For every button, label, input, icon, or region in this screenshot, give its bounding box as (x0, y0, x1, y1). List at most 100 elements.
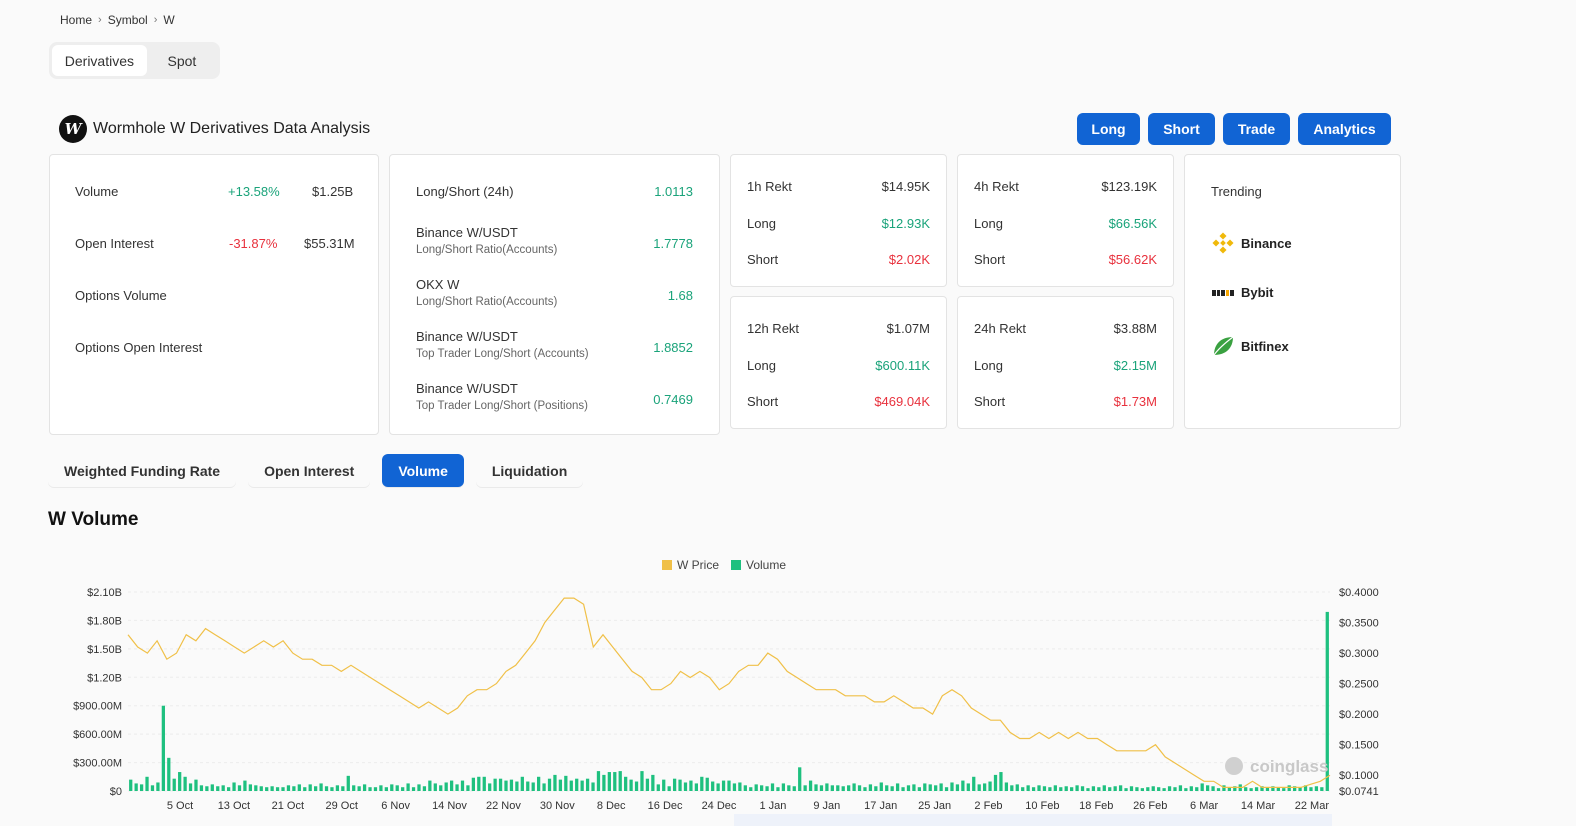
legend-price-label: W Price (677, 558, 719, 572)
volume-bar (493, 778, 497, 791)
rekt-24h-total: $3.88M (1113, 321, 1157, 336)
tab-open-interest[interactable]: Open Interest (248, 454, 370, 487)
volume-bar (580, 780, 584, 791)
volume-bar (1091, 786, 1096, 791)
x-tick-label: 25 Jan (918, 800, 951, 812)
volume-bar (1129, 786, 1134, 791)
rekt-1h-short: $2.02K (888, 252, 930, 267)
rekt-24h-short-label: Short (974, 394, 1006, 409)
volume-bar (509, 779, 514, 791)
volume-bar (569, 780, 573, 791)
volume-bar (1178, 785, 1183, 791)
market-stats-card: Volume +13.58% $1.25B Open Interest -31.… (49, 154, 379, 435)
volume-bar (237, 785, 242, 791)
toggle-derivatives[interactable]: Derivatives (52, 45, 147, 76)
rekt-24h-card: 24h Rekt $3.88M Long $2.15M Short $1.73M (957, 296, 1174, 429)
trending-item-bitfinex[interactable]: Bitfinex (1211, 334, 1289, 358)
volume-bar (1097, 787, 1101, 791)
volume-bar (1320, 787, 1324, 791)
volume-bar (814, 784, 818, 791)
volume-bar (439, 785, 443, 791)
volume-bar (210, 784, 214, 791)
volume-bar (1053, 785, 1057, 791)
volume-bar (471, 777, 476, 791)
volume-bar (1303, 785, 1308, 791)
volume-bar (950, 782, 954, 791)
toggle-spot[interactable]: Spot (167, 52, 197, 69)
trending-title: Trending (1211, 184, 1262, 199)
volume-bar (607, 772, 611, 791)
x-tick-label: 24 Dec (702, 800, 737, 812)
trending-item-bybit[interactable]: Bybit (1211, 285, 1274, 300)
rekt-4h-total: $123.19K (1101, 179, 1157, 194)
trade-button[interactable]: Trade (1223, 113, 1290, 145)
tab-weighted-funding-rate[interactable]: Weighted Funding Rate (48, 454, 236, 487)
volume-bar (460, 780, 465, 791)
volume-bar (433, 783, 437, 791)
volume-bar (1124, 788, 1128, 791)
analytics-button[interactable]: Analytics (1298, 113, 1391, 145)
volume-bar (352, 785, 356, 791)
x-tick-label: 6 Nov (381, 800, 410, 812)
volume-bar (656, 784, 660, 791)
volume-chart[interactable]: $0 $300.00M $600.00M $900.00M $1.20B $1.50B $1… (0, 580, 1576, 826)
legend-item-volume[interactable]: Volume (731, 558, 786, 572)
binance-top-positions-label: Binance W/USDT Top Trader Long/Short (Po… (416, 381, 588, 412)
volume-bar (618, 771, 622, 791)
volume-bar (1314, 786, 1319, 791)
rekt-4h-long: $66.56K (1108, 216, 1157, 231)
volume-bar (1195, 787, 1199, 791)
volume-bar (308, 784, 312, 791)
volume-bar (1102, 785, 1106, 791)
short-button[interactable]: Short (1148, 113, 1215, 145)
volume-bar (830, 785, 834, 791)
volume-bar (575, 778, 579, 791)
volume-bar (1151, 786, 1155, 791)
tab-liquidation[interactable]: Liquidation (476, 454, 583, 487)
okx-accounts-value: 1.68 (667, 288, 693, 303)
coinglass-watermark: coinglass (1250, 757, 1328, 776)
legend-item-price[interactable]: W Price (662, 558, 719, 572)
x-tick-label: 16 Dec (648, 800, 683, 812)
x-tick-label: 13 Oct (218, 800, 250, 812)
y-left-tick-label: $1.80B (87, 615, 122, 627)
volume-bar (787, 785, 791, 791)
volume-bar (760, 785, 764, 791)
volume-bar (798, 767, 802, 791)
trending-item-binance[interactable]: Binance (1211, 231, 1292, 255)
long-short-ratio-card: Long/Short (24h) 1.0113 Binance W/USDT L… (389, 154, 720, 435)
volume-bar (977, 784, 981, 791)
volume-bar (1173, 787, 1177, 791)
tab-volume[interactable]: Volume (382, 454, 464, 487)
volume-bar (1108, 787, 1112, 791)
okx-accounts-sub: Long/Short Ratio(Accounts) (416, 296, 558, 308)
volume-bar (1140, 788, 1144, 791)
volume-bar (879, 782, 883, 791)
long-button[interactable]: Long (1077, 113, 1140, 145)
open-interest-value: $55.31M (304, 236, 355, 251)
breadcrumb-symbol[interactable]: Symbol (107, 13, 148, 27)
y-right-tick-label: $0.0741 (1339, 786, 1379, 798)
x-tick-label: 10 Feb (1025, 800, 1059, 812)
breadcrumb-home[interactable]: Home (60, 13, 93, 27)
volume-bar (716, 783, 720, 791)
volume-bar (678, 779, 682, 791)
volume-bar (1070, 787, 1074, 791)
volume-bar (999, 772, 1003, 791)
binance-icon (1212, 232, 1234, 254)
binance-top-accounts-value: 1.8852 (653, 340, 693, 355)
volume-bar (1026, 785, 1030, 791)
x-tick-label: 30 Nov (540, 800, 575, 812)
rekt-12h-short: $469.04K (874, 394, 930, 409)
volume-bar (711, 781, 715, 791)
volume-bar (466, 785, 470, 791)
volume-bar (1162, 788, 1166, 791)
volume-bar (776, 787, 780, 791)
volume-bar (1015, 784, 1019, 791)
volume-bar (254, 785, 258, 791)
market-toggle: Derivatives Spot (49, 42, 220, 79)
volume-bar (1244, 787, 1248, 791)
volume-bar (781, 783, 786, 791)
volume-bar (1293, 786, 1297, 791)
chart-tabs: Weighted Funding Rate Open Interest Volu… (48, 454, 583, 487)
